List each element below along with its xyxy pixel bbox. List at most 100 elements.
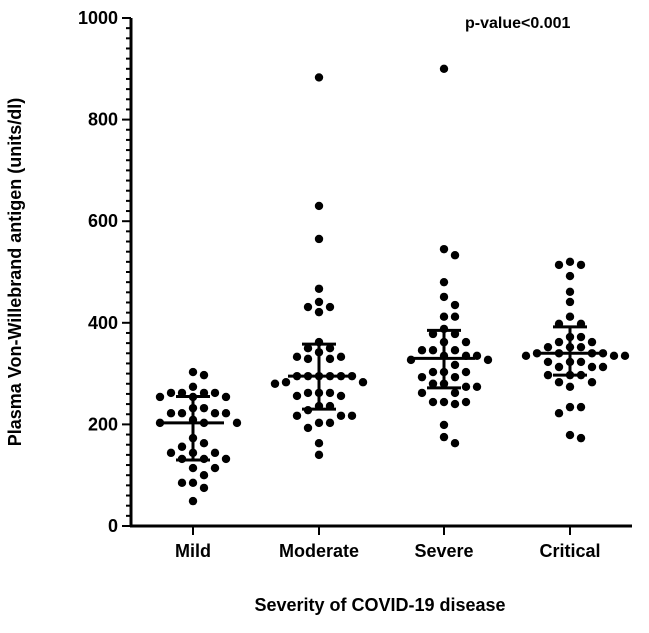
data-point	[314, 307, 324, 317]
data-point	[292, 391, 302, 401]
data-point	[532, 349, 542, 358]
data-point	[554, 362, 564, 372]
data-point	[565, 312, 575, 321]
data-point	[587, 337, 597, 347]
data-point	[336, 391, 346, 401]
data-point	[325, 302, 335, 312]
data-point	[199, 438, 209, 448]
data-point	[450, 251, 460, 260]
data-point	[576, 402, 586, 412]
data-point	[210, 388, 220, 398]
data-point	[188, 496, 198, 506]
data-point	[166, 388, 176, 398]
data-point	[428, 367, 438, 377]
data-point	[303, 344, 313, 353]
data-point	[270, 379, 280, 388]
data-point	[576, 332, 586, 342]
series-severe	[406, 64, 493, 448]
data-point	[554, 378, 564, 387]
data-point	[210, 409, 220, 418]
data-point	[439, 64, 449, 74]
data-point	[314, 297, 324, 307]
data-point	[325, 344, 335, 353]
data-point	[188, 478, 198, 488]
data-point	[417, 346, 427, 355]
p-value-annotation: p-value<0.001	[465, 15, 571, 32]
data-point	[439, 277, 449, 287]
y-tick-label: 800	[88, 110, 118, 130]
data-point	[439, 397, 449, 407]
data-point	[598, 349, 608, 358]
series-moderate	[270, 73, 368, 460]
data-point	[461, 382, 471, 392]
x-tick-label: Moderate	[279, 541, 359, 561]
data-point	[221, 454, 231, 464]
data-point	[450, 312, 460, 321]
data-point	[177, 478, 187, 488]
data-point	[565, 402, 575, 412]
data-point	[576, 342, 586, 352]
data-point	[543, 370, 553, 380]
data-point	[609, 351, 619, 361]
data-point	[314, 450, 324, 460]
data-marks	[155, 64, 630, 506]
data-point	[336, 411, 346, 420]
data-point	[199, 483, 209, 493]
data-point	[314, 234, 324, 244]
data-point	[347, 371, 357, 381]
data-point	[417, 372, 427, 382]
data-point	[483, 355, 493, 365]
data-point	[554, 409, 564, 418]
data-point	[292, 411, 302, 420]
data-point	[439, 312, 449, 321]
x-tick-label: Critical	[539, 541, 600, 561]
data-point	[450, 360, 460, 370]
y-tick-label: 600	[88, 211, 118, 231]
data-point	[576, 433, 586, 443]
y-tick-label: 1000	[78, 8, 118, 28]
data-point	[565, 382, 575, 392]
data-point	[314, 418, 324, 428]
data-point	[281, 378, 291, 387]
data-point	[554, 337, 564, 347]
data-point	[450, 346, 460, 355]
data-point	[428, 397, 438, 407]
data-point	[303, 423, 313, 433]
data-point	[450, 388, 460, 398]
data-point	[303, 302, 313, 312]
data-point	[177, 442, 187, 451]
data-point	[155, 418, 165, 428]
y-tick-label: 0	[108, 516, 118, 536]
data-point	[188, 463, 198, 473]
data-point	[450, 300, 460, 310]
data-point	[461, 367, 471, 377]
y-tick-label: 200	[88, 414, 118, 434]
data-point	[199, 403, 209, 413]
data-point	[576, 260, 586, 270]
data-point	[199, 370, 209, 380]
data-point	[428, 379, 438, 388]
data-point	[177, 409, 187, 418]
data-point	[472, 382, 482, 392]
series-mild	[155, 367, 242, 506]
data-point	[347, 411, 357, 420]
x-tick-label: Mild	[175, 541, 211, 561]
data-point	[450, 372, 460, 382]
data-point	[325, 388, 335, 398]
data-point	[565, 257, 575, 267]
data-point	[336, 352, 346, 362]
data-point	[188, 382, 198, 392]
data-point	[576, 357, 586, 367]
data-point	[439, 292, 449, 302]
data-point	[587, 378, 597, 387]
data-point	[166, 448, 176, 458]
data-point	[303, 354, 313, 364]
data-point	[543, 357, 553, 367]
data-point	[210, 448, 220, 458]
data-point	[325, 418, 335, 428]
data-point	[314, 201, 324, 211]
data-point	[314, 73, 324, 82]
data-point	[620, 351, 630, 361]
data-point	[166, 409, 176, 418]
